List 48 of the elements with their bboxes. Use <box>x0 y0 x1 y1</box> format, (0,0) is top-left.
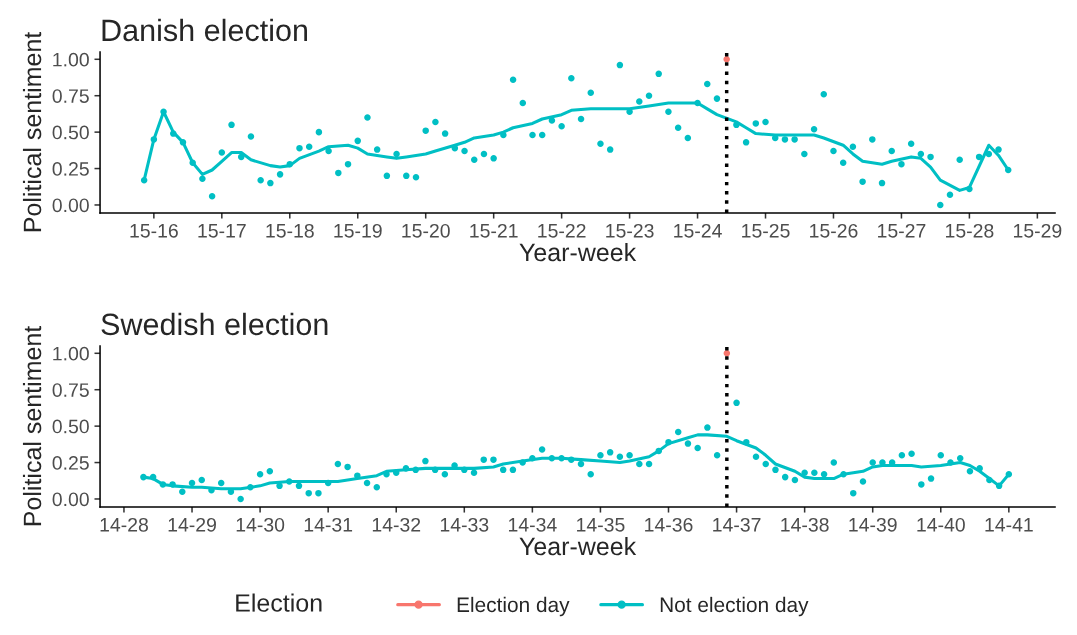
legend-title: Election <box>236 593 322 612</box>
x-axis-title: Year-week <box>519 536 637 556</box>
y-tick-label: 0.50 <box>52 125 89 140</box>
x-tick-label: 14-33 <box>440 517 489 532</box>
y-axis-title: Political sentiment <box>22 31 42 232</box>
x-axis-title: Year-week <box>519 242 637 262</box>
chart-title: Danish election <box>102 18 307 42</box>
x-tick-label: 15-21 <box>470 223 518 238</box>
x-tick-label: 14-40 <box>917 517 965 532</box>
y-tick-label: 1.00 <box>53 346 89 361</box>
x-tick-label: 15-27 <box>878 223 926 238</box>
x-tick-label: 14-36 <box>645 517 693 532</box>
legend-label: Not election day <box>660 596 809 617</box>
x-tick-label: 14-39 <box>849 517 897 532</box>
y-tick-label: 1.00 <box>53 52 89 67</box>
y-axis-title: Political sentiment <box>22 325 42 526</box>
y-tick-label: 0.25 <box>52 456 89 470</box>
x-tick-label: 15-26 <box>810 223 858 238</box>
y-tick-label: 0.25 <box>52 162 89 176</box>
x-tick-label: 14-29 <box>168 517 216 532</box>
x-tick-label: 15-22 <box>538 223 586 238</box>
y-tick-label: 0.75 <box>52 89 89 103</box>
x-tick-label: 14-32 <box>372 517 421 532</box>
x-tick-label: 15-18 <box>266 223 314 238</box>
x-tick-label: 14-34 <box>508 517 557 532</box>
y-tick-label: 0.00 <box>52 198 89 213</box>
x-tick-label: 15-20 <box>402 223 450 238</box>
x-tick-label: 14-31 <box>304 517 353 532</box>
x-tick-label: 15-25 <box>742 223 790 238</box>
y-tick-label: 0.00 <box>52 492 89 507</box>
x-tick-label: 15-16 <box>130 223 178 238</box>
x-tick-label: 15-24 <box>674 223 722 238</box>
x-tick-label: 14-35 <box>577 517 625 532</box>
x-tick-label: 14-41 <box>985 518 1033 532</box>
x-tick-label: 15-29 <box>1013 223 1062 238</box>
line-series <box>142 101 1010 192</box>
y-tick-label: 0.50 <box>52 419 89 434</box>
x-tick-label: 15-28 <box>946 223 994 238</box>
legend-label: Election day <box>457 596 570 617</box>
x-tick-label: 15-19 <box>334 223 382 238</box>
chart-title: Swedish election <box>101 312 328 336</box>
x-tick-label: 14-38 <box>781 517 829 532</box>
x-tick-label: 15-23 <box>606 223 654 238</box>
x-tick-label: 15-17 <box>198 224 246 238</box>
x-tick-label: 14-37 <box>713 517 761 532</box>
x-tick-label: 14-28 <box>100 517 148 532</box>
y-tick-label: 0.75 <box>52 383 89 397</box>
x-tick-label: 14-30 <box>236 517 285 532</box>
